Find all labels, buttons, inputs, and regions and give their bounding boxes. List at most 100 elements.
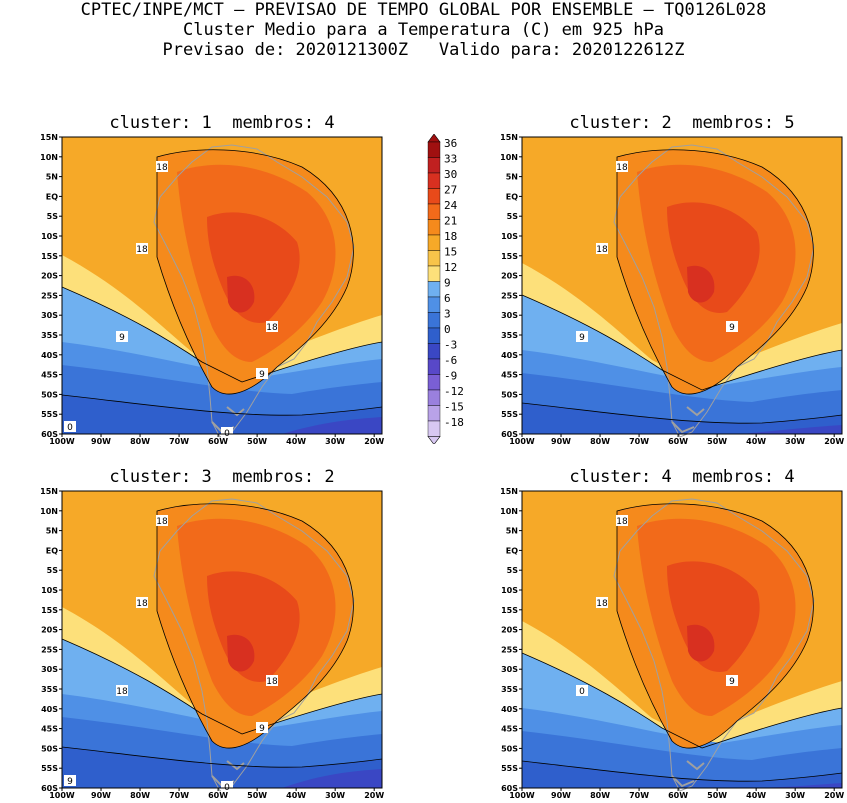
lon-label: 30W	[785, 791, 805, 800]
lat-label: 15N	[40, 133, 58, 142]
lon-label: 80W	[130, 437, 150, 446]
lat-label: 45S	[41, 371, 58, 380]
lon-label: 60W	[668, 791, 688, 800]
lon-label: 90W	[551, 437, 571, 446]
colorbar-label: 9	[444, 277, 451, 290]
colorbar-label: 15	[444, 246, 457, 259]
contour-label-bg	[136, 243, 148, 254]
contour-label-bg	[221, 781, 233, 792]
lat-label: 40S	[41, 705, 58, 714]
lat-label: 10S	[41, 232, 58, 241]
map-frame: 18 18 9 0 15N 10N 5N EQ 5S 10S 15S 20S 25S 30S 35S 40S 4…	[500, 487, 844, 800]
contour-label: 9	[259, 370, 265, 380]
band-minus3	[742, 783, 842, 788]
lat-label: 55S	[501, 764, 518, 773]
panel-title-3: cluster: 3 membros: 2	[109, 467, 335, 487]
colorbar-label: -6	[444, 354, 457, 367]
colorbar-swatch	[427, 157, 441, 174]
lat-label: 50S	[501, 390, 518, 399]
lat-label: 35S	[501, 685, 518, 694]
contour-9	[61, 638, 383, 735]
lon-label: 100W	[509, 791, 535, 800]
colorbar-label: 18	[444, 230, 457, 243]
lat-label: 15N	[500, 133, 518, 142]
lon-label: 40W	[746, 437, 766, 446]
colorbar-swatch	[427, 296, 441, 313]
lat-label: 10N	[40, 153, 58, 162]
map-frame: 181818990015N10N5NEQ5S10S15S20S25S30S35S…	[40, 133, 384, 446]
coastline	[153, 144, 355, 438]
lon-label: 70W	[629, 437, 649, 446]
colorbar-label: 27	[444, 184, 457, 197]
patagonia-islands	[671, 406, 705, 434]
contour-label-bg	[596, 597, 608, 608]
contour-label: 18	[266, 677, 278, 687]
lat-label: 15S	[41, 252, 58, 261]
map-frame: 18 18 9 9 15N 10N 5N EQ 5S 10S 15S 20S 25S 30S 35S 40S 4…	[500, 133, 844, 446]
colorbar-label: 0	[444, 323, 451, 336]
colorbar-swatch	[427, 203, 441, 220]
map-svg-3: 1818181899015N10N5NEQ5S10S15S20S25S30S35…	[40, 487, 384, 800]
lon-label: 30W	[325, 437, 345, 446]
lat-label: 55S	[41, 410, 58, 419]
lat-label: EQ	[46, 546, 58, 555]
band-30	[227, 275, 255, 313]
contour-label: 18	[266, 323, 278, 333]
lat-label: 10S	[501, 232, 518, 241]
contour-label-bg	[64, 421, 76, 432]
contour-label-bg	[576, 685, 588, 696]
lat-label: 45S	[501, 725, 518, 734]
lat-label: 35S	[501, 331, 518, 340]
band-30	[687, 624, 715, 662]
lat-label: EQ	[46, 192, 58, 201]
contour-18	[616, 503, 814, 749]
contour-label: 18	[156, 163, 168, 173]
lat-label: 60S	[41, 784, 58, 793]
contour-label-bg	[576, 331, 588, 342]
lon-label: 100W	[49, 791, 75, 800]
contour-label: 18	[156, 517, 168, 527]
map-border	[521, 490, 843, 789]
header-line-3: Previsao de: 2020121300Z Valido para: 20…	[162, 40, 685, 60]
contour-label: 18	[596, 599, 608, 609]
contour-18	[156, 503, 354, 749]
lon-label: 20W	[824, 437, 844, 446]
band-30	[687, 265, 715, 303]
lon-label: 100W	[49, 437, 75, 446]
colorbar: 36 33 30 27 24 21 18 15 12 9 6 3 0 -3 -6 -9 -12 -15 -18	[426, 133, 476, 448]
panel-title-2: cluster: 2 membros: 5	[569, 113, 795, 133]
lat-label: 25S	[501, 645, 518, 654]
lon-label: 30W	[785, 437, 805, 446]
lon-label: 90W	[91, 791, 111, 800]
colorbar-swatch	[427, 405, 441, 422]
lon-label: 40W	[286, 791, 306, 800]
lat-label: EQ	[506, 192, 518, 201]
lat-label: 30S	[501, 665, 518, 674]
lon-label: 60W	[668, 437, 688, 446]
coastline	[613, 144, 815, 438]
lat-label: 45S	[41, 725, 58, 734]
colorbar-swatch	[427, 265, 441, 282]
contour-0	[521, 760, 843, 782]
colorbar-swatch	[427, 234, 441, 251]
colorbar-swatch	[427, 281, 441, 298]
header-line-2: Cluster Medio para a Temperatura (C) em …	[182, 20, 665, 40]
colorbar-swatch	[427, 188, 441, 205]
contour-0	[61, 394, 383, 416]
colorbar-label: 12	[444, 261, 457, 274]
map-svg-4: 18 18 9 0 15N 10N 5N EQ 5S 10S 15S 20S 25S 30S 35S 40S 4…	[500, 487, 844, 800]
map-panel-2: 18 18 9 9 15N 10N 5N EQ 5S 10S 15S 20S 25S 30S 35S 40S 4…	[480, 133, 847, 453]
lat-label: 5S	[507, 566, 519, 575]
map-svg-2: 18 18 9 9 15N 10N 5N EQ 5S 10S 15S 20S 25S 30S 35S 40S 4…	[500, 133, 844, 446]
contour-label: 18	[616, 517, 628, 527]
patagonia-islands	[671, 760, 705, 788]
contour-label-bg	[116, 331, 128, 342]
map-border	[61, 490, 383, 789]
colorbar-swatch	[427, 374, 441, 391]
contour-label: 9	[259, 724, 265, 734]
panel-title-1: cluster: 1 membros: 4	[109, 113, 335, 133]
contour-label: 18	[596, 245, 608, 255]
colorbar-swatch	[427, 389, 441, 406]
lat-label: 40S	[501, 351, 518, 360]
